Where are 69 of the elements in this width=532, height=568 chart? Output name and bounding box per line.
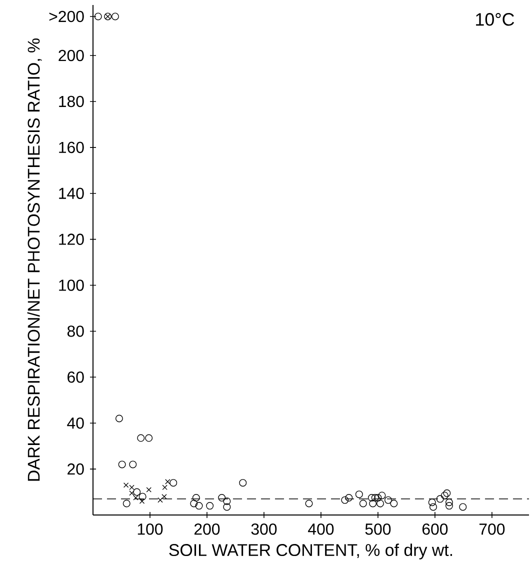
annotation: 10°C — [476, 13, 514, 26]
y-axis-title: DARK RESPIRATION/NET PHOTOSYNTHESIS RATIO, % — [27, 38, 42, 481]
point — [94, 12, 102, 20]
point — [374, 494, 382, 502]
x-tick-label: 200 — [194, 524, 220, 535]
point — [305, 500, 313, 508]
point — [195, 502, 203, 510]
y-tick-label: 120 — [59, 234, 84, 245]
point — [223, 497, 231, 505]
point — [146, 487, 152, 492]
x-tick-label: 100 — [138, 524, 163, 535]
point — [192, 494, 200, 502]
point — [139, 498, 145, 504]
point — [359, 500, 367, 508]
point — [428, 498, 436, 506]
point — [378, 492, 386, 500]
point — [445, 502, 453, 510]
point — [443, 489, 451, 497]
x-axis-title: SOIL WATER CONTENT, % of dry wt. — [169, 544, 452, 560]
point — [368, 494, 376, 502]
x-tick-label: 700 — [479, 524, 505, 535]
point — [341, 496, 349, 504]
point — [129, 460, 137, 468]
point — [133, 495, 138, 500]
point — [129, 490, 134, 496]
y-tick-label: 60 — [68, 372, 84, 383]
point — [190, 500, 198, 508]
y-tick-label: 140 — [59, 188, 84, 200]
point — [218, 494, 226, 502]
point — [436, 495, 444, 503]
point — [115, 414, 123, 422]
y-tick-label: 20 — [68, 463, 84, 475]
point — [162, 484, 168, 490]
point — [137, 434, 145, 442]
point — [138, 492, 146, 500]
y-tick-label: 200 — [58, 50, 84, 62]
point — [223, 503, 231, 511]
x-tick-label: 500 — [365, 524, 391, 535]
y-tick-label: 180 — [59, 96, 84, 108]
point — [459, 503, 467, 511]
y-tick-label: >200 — [49, 10, 84, 22]
point — [376, 500, 384, 508]
x-tick-label: 300 — [251, 524, 277, 535]
point — [390, 500, 398, 508]
point — [162, 494, 167, 500]
point — [133, 488, 141, 496]
point — [384, 496, 392, 504]
point — [239, 479, 247, 487]
point — [345, 494, 353, 502]
y-tick-label: 100 — [59, 280, 84, 291]
point — [158, 497, 163, 503]
point — [118, 460, 126, 468]
point — [145, 434, 153, 442]
x-tick-label: 400 — [308, 524, 334, 535]
point — [206, 502, 214, 510]
point — [111, 12, 119, 20]
point — [440, 492, 448, 500]
point — [445, 498, 453, 506]
point — [165, 479, 170, 484]
point — [355, 490, 363, 498]
point — [371, 494, 379, 502]
point — [170, 479, 178, 487]
point — [369, 500, 377, 508]
x-tick-label: 600 — [422, 524, 448, 535]
y-tick-label: 40 — [67, 417, 84, 429]
point — [122, 500, 130, 508]
y-tick-label: 160 — [59, 142, 84, 154]
point — [429, 503, 437, 511]
y-tick-label: 80 — [67, 326, 84, 337]
